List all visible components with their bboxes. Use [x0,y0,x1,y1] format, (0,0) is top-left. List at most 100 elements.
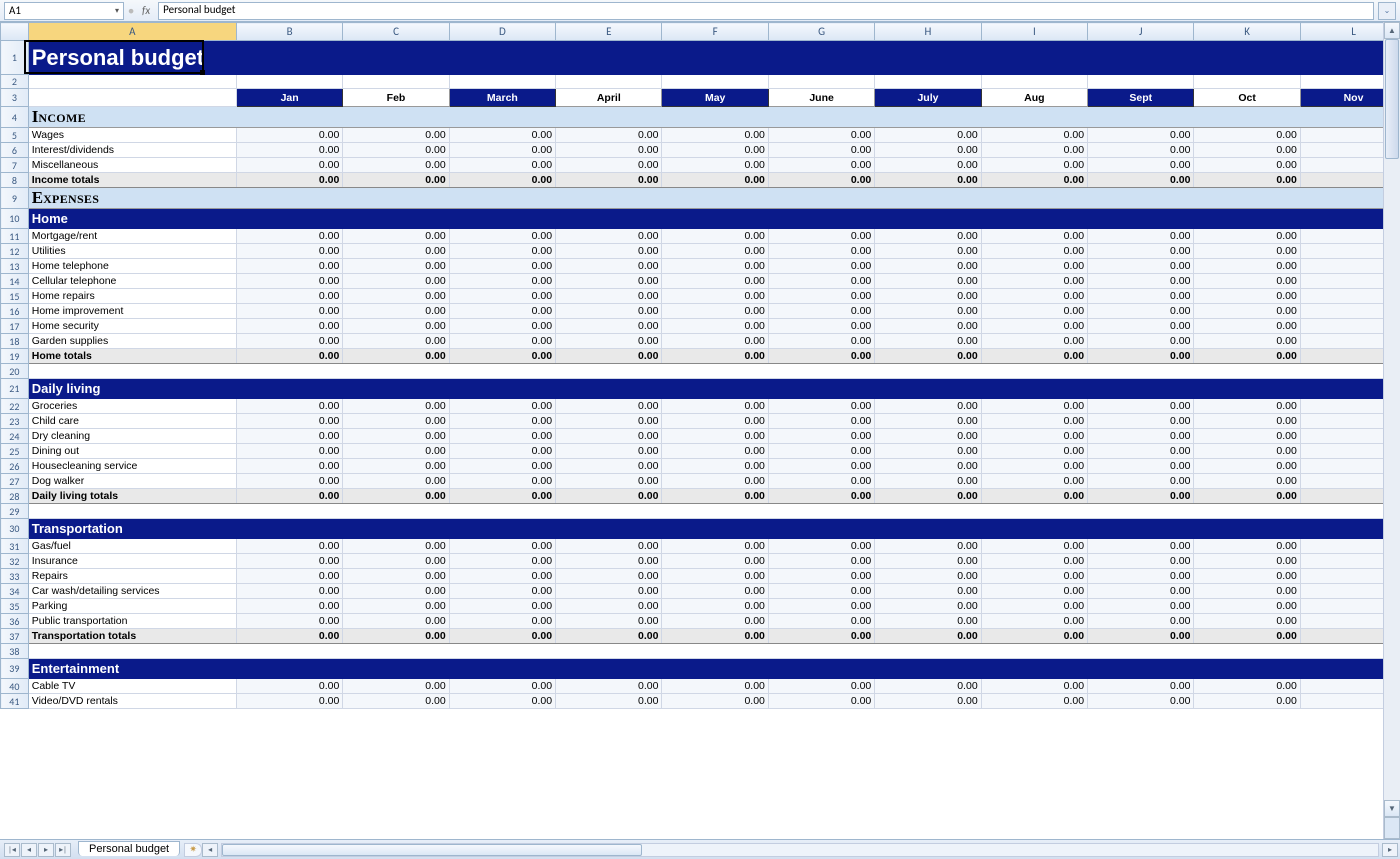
row-header-32[interactable]: 32 [1,554,29,569]
cell[interactable] [556,504,662,519]
cell[interactable]: 0.00 [662,489,768,504]
cell[interactable]: 0.00 [1088,459,1194,474]
cell[interactable]: 0.00 [556,399,662,414]
cell[interactable]: 0.00 [343,334,449,349]
cell[interactable]: 0.00 [1194,128,1300,143]
cell[interactable]: 0.00 [236,474,342,489]
cell[interactable]: 0.00 [875,244,981,259]
cell[interactable]: 0.00 [236,429,342,444]
cell[interactable] [1194,644,1300,659]
cell[interactable] [662,75,768,89]
cell[interactable]: 0.00 [1300,158,1383,173]
cell[interactable]: 0.00 [1194,489,1300,504]
cell[interactable]: 0.00 [981,459,1087,474]
cell[interactable] [236,75,342,89]
cell[interactable]: 0.00 [343,614,449,629]
cell[interactable] [768,364,874,379]
cell[interactable]: 0.00 [449,158,555,173]
cell[interactable]: 0.00 [768,414,874,429]
row-header-16[interactable]: 16 [1,304,29,319]
cell[interactable]: 0.00 [662,444,768,459]
row-label[interactable]: Home telephone [28,259,236,274]
cell[interactable] [236,364,342,379]
column-header-H[interactable]: H [875,23,981,41]
cell[interactable]: 0.00 [236,244,342,259]
row-label[interactable]: Garden supplies [28,334,236,349]
row-header-4[interactable]: 4 [1,107,29,128]
cell[interactable]: 0.00 [236,554,342,569]
cell[interactable]: 0.00 [556,614,662,629]
cell[interactable]: 0.00 [981,429,1087,444]
subheader-daily living[interactable]: Daily living [28,379,1383,399]
cell[interactable]: 0.00 [1194,614,1300,629]
cell[interactable]: 0.00 [1300,274,1383,289]
cell[interactable]: 0.00 [1088,489,1194,504]
cell[interactable]: 0.00 [449,629,555,644]
row-label[interactable]: Daily living totals [28,489,236,504]
cell[interactable] [875,364,981,379]
cell[interactable]: 0.00 [1300,489,1383,504]
cell[interactable]: 0.00 [981,414,1087,429]
cell[interactable]: 0.00 [662,319,768,334]
cell[interactable]: 0.00 [662,414,768,429]
cell[interactable]: 0.00 [1088,143,1194,158]
cell[interactable]: 0.00 [556,143,662,158]
cell[interactable]: 0.00 [1300,304,1383,319]
cell[interactable]: 0.00 [662,429,768,444]
cell[interactable]: 0.00 [236,444,342,459]
cell[interactable]: 0.00 [768,229,874,244]
cell[interactable] [1300,504,1383,519]
row-header-31[interactable]: 31 [1,539,29,554]
cell[interactable]: 0.00 [236,569,342,584]
cell[interactable]: 0.00 [1300,444,1383,459]
cell[interactable]: 0.00 [768,244,874,259]
row-label[interactable]: Public transportation [28,614,236,629]
month-header-jan[interactable]: Jan [236,89,342,107]
cell[interactable]: 0.00 [662,599,768,614]
cell[interactable]: 0.00 [875,429,981,444]
cell[interactable]: 0.00 [343,399,449,414]
cell[interactable] [981,364,1087,379]
cell[interactable]: 0.00 [1300,173,1383,188]
cell[interactable]: 0.00 [662,143,768,158]
cell[interactable]: 0.00 [981,554,1087,569]
cell[interactable] [1194,364,1300,379]
cell[interactable]: 0.00 [556,229,662,244]
cell[interactable]: 0.00 [449,244,555,259]
row-header-34[interactable]: 34 [1,584,29,599]
row-label[interactable]: Cellular telephone [28,274,236,289]
column-header-K[interactable]: K [1194,23,1300,41]
cell[interactable]: 0.00 [875,629,981,644]
row-label[interactable]: Dog walker [28,474,236,489]
column-header-D[interactable]: D [449,23,555,41]
row-header-3[interactable]: 3 [1,89,29,107]
cell[interactable]: 0.00 [875,679,981,694]
row-label[interactable]: Income totals [28,173,236,188]
cell[interactable]: 0.00 [981,229,1087,244]
vscroll-thumb[interactable] [1385,39,1399,159]
cell[interactable] [28,364,236,379]
row-header-6[interactable]: 6 [1,143,29,158]
tab-last-icon[interactable]: ▸| [55,843,71,857]
subheader-home[interactable]: Home [28,209,1383,229]
cell[interactable]: 0.00 [1300,259,1383,274]
hscroll-thumb[interactable] [222,844,642,856]
cell[interactable]: 0.00 [449,274,555,289]
cell[interactable]: 0.00 [662,694,768,709]
month-header-aug[interactable]: Aug [981,89,1087,107]
cell[interactable]: 0.00 [236,334,342,349]
cell[interactable]: 0.00 [768,399,874,414]
cell[interactable] [768,644,874,659]
cell[interactable]: 0.00 [449,399,555,414]
cell[interactable]: 0.00 [343,694,449,709]
row-header-19[interactable]: 19 [1,349,29,364]
row-header-8[interactable]: 8 [1,173,29,188]
row-header-1[interactable]: 1 [1,41,29,75]
sheet-tab[interactable]: Personal budget [78,841,180,856]
cell[interactable] [449,364,555,379]
cell[interactable]: 0.00 [1088,539,1194,554]
cell[interactable]: 0.00 [1300,629,1383,644]
cell[interactable]: 0.00 [981,599,1087,614]
cell[interactable]: 0.00 [236,173,342,188]
cell[interactable]: 0.00 [1300,694,1383,709]
